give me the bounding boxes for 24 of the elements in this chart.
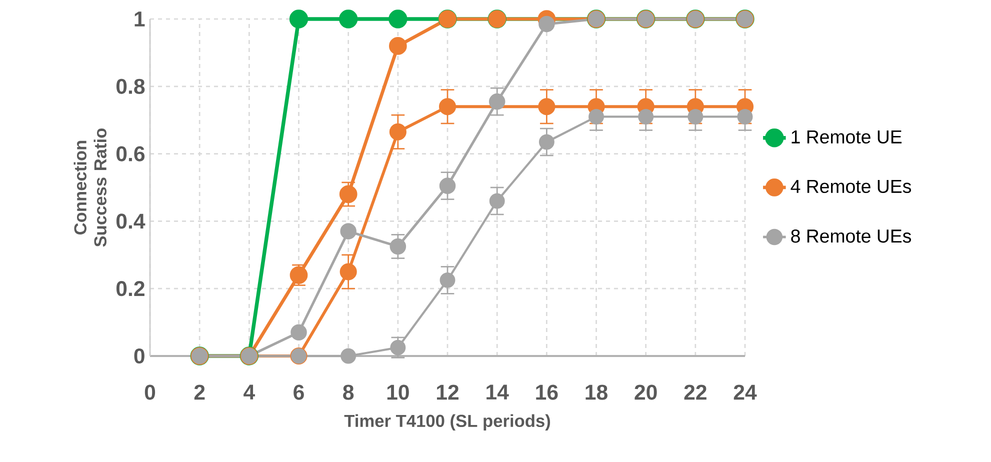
x-tick-label: 2 bbox=[194, 384, 205, 400]
x-tick-label: 4 bbox=[244, 384, 255, 400]
x-tick-label: 10 bbox=[387, 384, 409, 400]
y-tick-label: 0 bbox=[134, 348, 144, 364]
legend-label: 1 Remote UE bbox=[792, 130, 902, 144]
x-tick-label: 8 bbox=[343, 384, 354, 400]
y-tick-label: 1 bbox=[134, 12, 145, 26]
x-tick-label: 0 bbox=[144, 384, 156, 400]
x-tick-label: 16 bbox=[536, 384, 558, 400]
x-axis-title: Timer T4100 (SL periods) bbox=[344, 414, 550, 430]
y-axis-title: Connection Success Ratio bbox=[74, 128, 106, 247]
x-tick-label: 20 bbox=[634, 384, 657, 400]
legend-label: 8 Remote UEs bbox=[791, 229, 912, 243]
y-tick-label: 0.8 bbox=[116, 78, 145, 94]
y-tick-label: 0.2 bbox=[116, 281, 144, 296]
x-tick-label: 18 bbox=[586, 384, 608, 400]
y-tick-label: 0.4 bbox=[116, 214, 146, 229]
x-tick-label: 12 bbox=[436, 384, 459, 400]
legend-label: 4 Remote UEs bbox=[790, 180, 912, 194]
x-tick-label: 24 bbox=[734, 384, 757, 400]
x-tick-label: 14 bbox=[486, 384, 509, 400]
y-tick-label: 0.6 bbox=[116, 146, 145, 162]
x-tick-label: 22 bbox=[684, 384, 706, 400]
x-tick-label: 6 bbox=[294, 384, 304, 400]
